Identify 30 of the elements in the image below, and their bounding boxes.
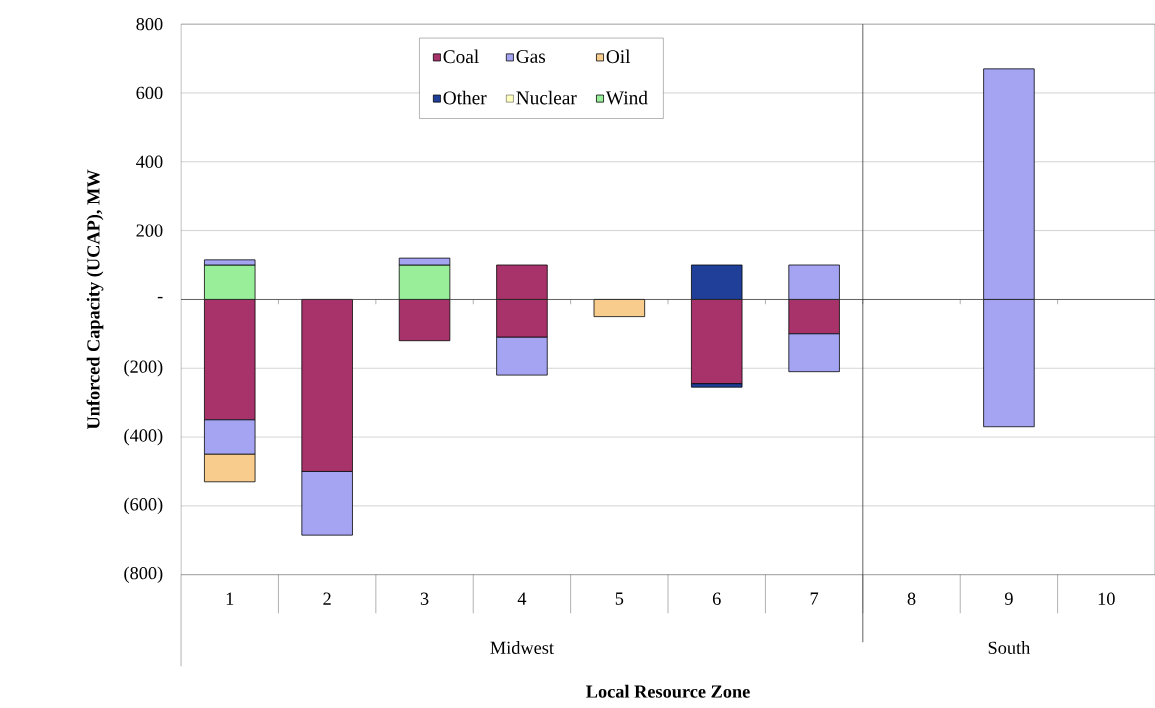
y-tick-label: (800): [124, 566, 163, 584]
x-tick-label: 6: [712, 592, 721, 605]
y-tick-label: (200): [124, 360, 163, 377]
x-tick-label: 2: [323, 592, 331, 605]
x-tick-label: 4: [517, 592, 527, 605]
y-axis-title: Unforced Capacity (UCAP), MW: [86, 169, 104, 430]
legend-label: Other: [443, 90, 487, 105]
x-tick-label: 9: [1004, 592, 1013, 605]
legend-label: Wind: [605, 90, 648, 105]
x-tick-label: 7: [810, 592, 819, 605]
bar: [593, 299, 646, 318]
x-tick-label: 1: [226, 592, 234, 605]
y-tick-label: (400): [124, 428, 163, 446]
y-tick-label: 200: [136, 224, 163, 237]
x-tick-label: 8: [907, 592, 916, 606]
y-tick-label: 400: [136, 155, 163, 169]
x-tick-label: 10: [1098, 592, 1115, 606]
x-axis-title: Local Resource Zone: [586, 684, 750, 698]
legend-label: Coal: [443, 49, 479, 64]
y-tick-label: 800: [136, 18, 163, 31]
x-tick-label: 5: [615, 592, 624, 605]
text: South: [988, 641, 1031, 655]
text: Midwest: [490, 641, 554, 655]
y-tick-label: -: [157, 297, 163, 299]
x-tick-label: 3: [420, 592, 429, 605]
y-tick-label: 600: [136, 86, 163, 100]
y-tick-label: (600): [124, 497, 163, 515]
legend-label: Gas: [516, 50, 546, 63]
legend-label: Oil: [606, 49, 631, 64]
legend-label: Nuclear: [516, 90, 577, 105]
